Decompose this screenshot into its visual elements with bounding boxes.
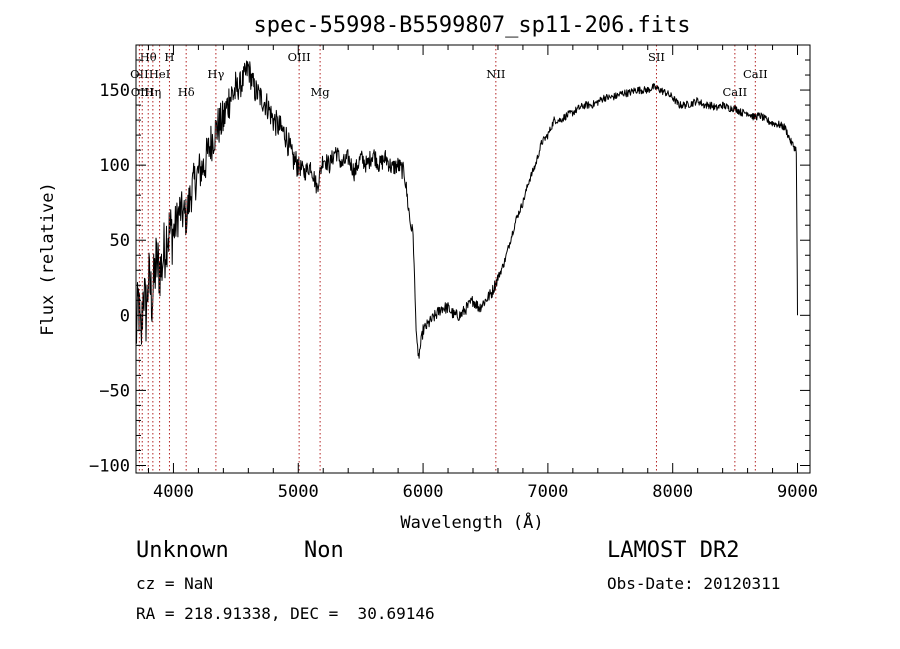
spectral-line-label-10: Hη (144, 85, 161, 99)
y-tick-label-0: −100 (89, 456, 130, 476)
x-axis-label: Wavelength (Å) (400, 511, 543, 533)
spectral-line-label-3: SII (648, 50, 665, 64)
x-tick-label-2: 6000 (403, 482, 444, 502)
survey-name: LAMOST DR2 (607, 538, 740, 563)
spectral-line-label-11: Hδ (178, 85, 195, 99)
spectral-line-label-12: Mg (311, 85, 331, 99)
y-tick-label-3: 50 (110, 231, 130, 251)
y-tick-label-4: 100 (99, 156, 130, 176)
y-tick-label-1: −50 (99, 381, 130, 401)
spectral-line-label-13: CaII (722, 85, 747, 99)
spectral-line-label-2: OIII (288, 50, 311, 64)
object-subclass: Non (304, 538, 344, 563)
spectral-line-label-7: NII (486, 67, 505, 81)
spectral-line-label-5: HeI (149, 67, 170, 81)
spectrum-chart: spec-55998-B5599807_sp11-206.fits Hθ H OII… (38, 13, 818, 533)
plot-frame (135, 44, 811, 474)
observation-date: Obs-Date: 20120311 (607, 574, 781, 593)
spectral-line-label-4: OII (130, 67, 149, 81)
spectral-line-label-6: Hγ (207, 67, 224, 81)
y-tick-label-5: 150 (99, 81, 130, 101)
x-tick-label-1: 5000 (278, 482, 319, 502)
chart-title: spec-55998-B5599807_sp11-206.fits (253, 13, 690, 38)
ra-dec-coordinates: RA = 218.91338, DEC = 30.69146 (136, 604, 435, 623)
y-tick-label-2: 0 (120, 306, 130, 326)
spectral-line-label-1: H (164, 50, 174, 64)
spectral-line-label-8: CaII (743, 67, 768, 81)
x-tick-label-5: 9000 (777, 482, 818, 502)
y-axis-label: Flux (relative) (38, 182, 58, 336)
x-tick-label-3: 7000 (527, 482, 568, 502)
spectrum-series-line (135, 60, 798, 359)
object-class: Unknown (136, 538, 229, 563)
x-tick-label-4: 8000 (652, 482, 693, 502)
redshift-cz: cz = NaN (136, 574, 214, 593)
x-tick-label-0: 4000 (153, 482, 194, 502)
